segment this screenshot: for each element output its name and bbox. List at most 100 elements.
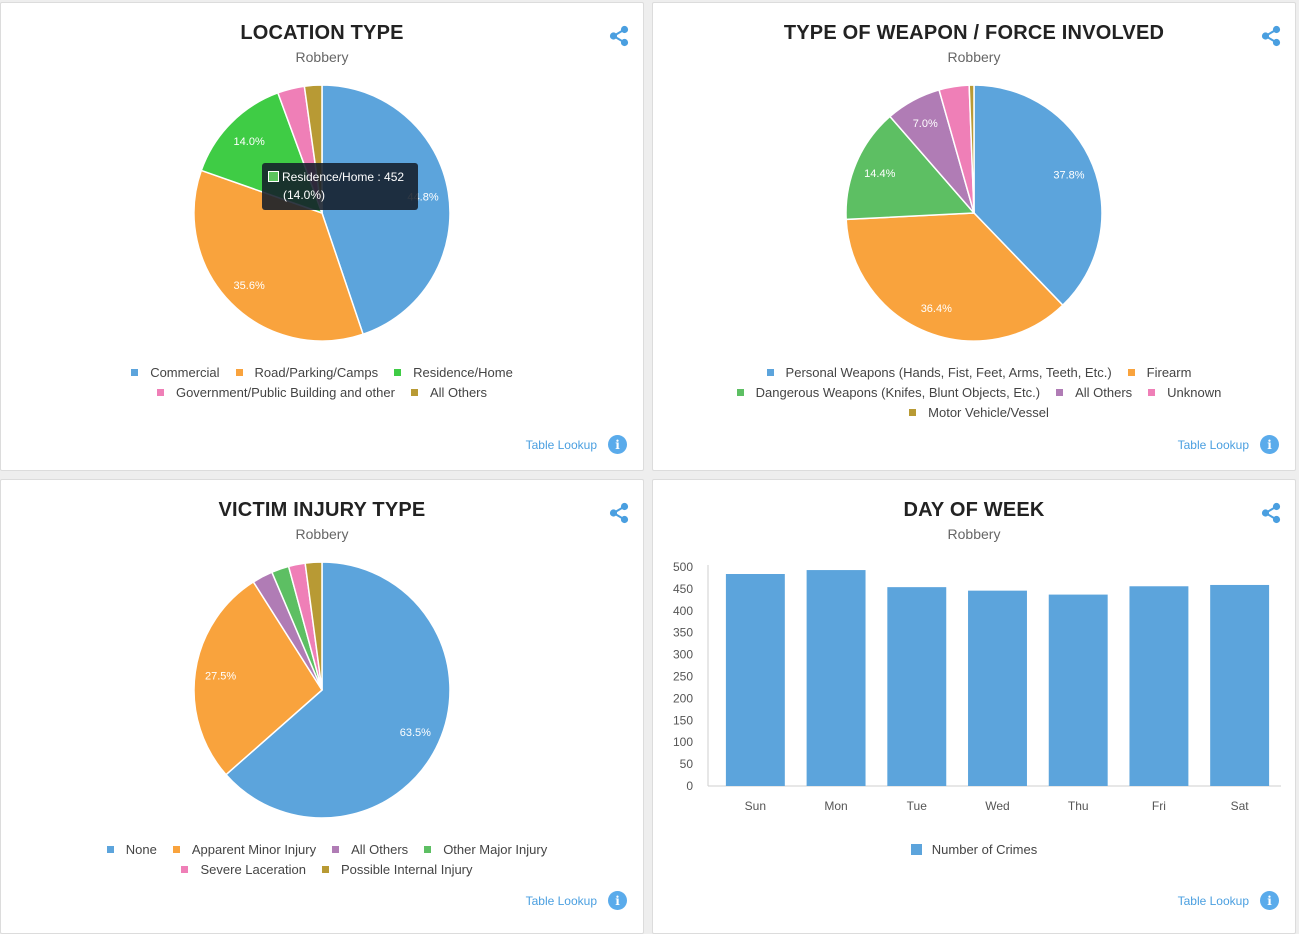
share-icon[interactable] xyxy=(609,25,629,47)
panel-title: VICTIM INJURY TYPE xyxy=(218,499,426,521)
pie-slice-dangerous-weapons-knifes-blunt-objects-etc[interactable] xyxy=(845,115,976,221)
legend-swatch xyxy=(181,866,189,873)
pie-slice-none[interactable] xyxy=(224,561,451,819)
info-icon[interactable]: i xyxy=(608,891,627,910)
x-tick-label: Thu xyxy=(1068,799,1089,813)
legend-item-road-parking-camps[interactable]: Road/Parking/Camps xyxy=(235,365,379,380)
bar-wed[interactable] xyxy=(968,590,1027,786)
share-icon[interactable] xyxy=(1261,25,1281,47)
legend-item-all-others[interactable]: All Others xyxy=(332,842,408,857)
legend-label: Possible Internal Injury xyxy=(341,862,473,877)
legend-item-severe-laceration[interactable]: Severe Laceration xyxy=(181,862,306,877)
x-tick-label: Mon xyxy=(824,799,847,813)
legend-item-all-others[interactable]: All Others xyxy=(1056,385,1132,400)
day-of-week-panel: DAY OF WEEK Robbery 0 50 100 150 200 250 300 35… xyxy=(652,479,1296,934)
share-icon[interactable] xyxy=(609,502,629,524)
legend-item-motor-vehicle-vessel[interactable]: Motor Vehicle/Vessel xyxy=(909,405,1049,420)
pie-slice-possible-internal-injury[interactable] xyxy=(304,561,323,691)
bar-fri[interactable] xyxy=(1129,586,1189,786)
pie-data-label: 37.8% xyxy=(1053,170,1084,182)
legend-item-firearm[interactable]: Firearm xyxy=(1127,365,1191,380)
table-lookup-label: Table Lookup xyxy=(525,893,597,908)
panel-subtitle: Robbery xyxy=(947,49,1001,65)
legend-swatch xyxy=(1056,389,1064,396)
legend-label: Commercial xyxy=(150,365,220,380)
tooltip-pct: (14.0%) xyxy=(283,188,326,202)
pie-data-label: 27.5% xyxy=(205,671,236,683)
weapon-type-panel: TYPE OF WEAPON / FORCE INVOLVED Robbery … xyxy=(652,2,1296,471)
legend-label: Road/Parking/Camps xyxy=(254,365,379,380)
weapon-type-pie: 37.8% 36.4% 14.4% 7.0% xyxy=(845,84,1103,342)
share-icon[interactable] xyxy=(1261,502,1281,524)
y-tick-label: 300 xyxy=(673,648,693,662)
legend-swatch xyxy=(332,846,340,853)
legend-item-residence-home[interactable]: Residence/Home xyxy=(394,365,513,380)
x-tick-label: Fri xyxy=(1152,799,1166,813)
legend-item-personal-weapons-hands-fist-feet-arms-teeth-etc[interactable]: Personal Weapons (Hands, Fist, Feet, Arm… xyxy=(766,365,1112,380)
legend-item-apparent-minor-injury[interactable]: Apparent Minor Injury xyxy=(172,842,317,857)
panel-subtitle: Robbery xyxy=(947,526,1001,542)
victim-injury-panel: VICTIM INJURY TYPE Robbery 63.5% 27.5% No… xyxy=(0,479,644,934)
bar-tue[interactable] xyxy=(887,587,947,786)
y-tick-label: 0 xyxy=(686,779,693,793)
pie-data-label: 7.0% xyxy=(913,118,938,130)
legend-item-unknown[interactable]: Unknown xyxy=(1148,385,1221,400)
y-tick-label: 50 xyxy=(680,757,694,771)
legend-swatch xyxy=(235,369,243,376)
legend-item-other-major-injury[interactable]: Other Major Injury xyxy=(424,842,547,857)
legend-swatch xyxy=(424,846,432,853)
info-icon[interactable]: i xyxy=(1260,891,1279,910)
legend-swatch xyxy=(1127,369,1135,376)
legend-item-government-public-building-and-other[interactable]: Government/Public Building and other xyxy=(156,385,395,400)
legend-label: Dangerous Weapons (Knifes, Blunt Objects… xyxy=(755,385,1041,400)
legend-swatch xyxy=(106,846,114,853)
legend-swatch xyxy=(172,846,180,853)
table-lookup-button[interactable]: Table Lookup i xyxy=(526,891,627,910)
bar-legend-swatch xyxy=(910,844,922,855)
bar-thu[interactable] xyxy=(1048,594,1108,786)
legend-item-dangerous-weapons-knifes-blunt-objects-etc[interactable]: Dangerous Weapons (Knifes, Blunt Objects… xyxy=(736,385,1041,400)
legend-item-none[interactable]: None xyxy=(106,842,157,857)
panel-title: TYPE OF WEAPON / FORCE INVOLVED xyxy=(783,22,1165,44)
info-icon[interactable]: i xyxy=(608,435,627,454)
x-tick-label: Tue xyxy=(907,799,928,813)
table-lookup-button[interactable]: Table Lookup i xyxy=(526,435,627,454)
y-tick-label: 400 xyxy=(673,604,693,618)
bar-legend-label: Number of Crimes xyxy=(931,842,1038,857)
table-lookup-label: Table Lookup xyxy=(1177,437,1249,452)
bar-sun[interactable] xyxy=(725,574,785,786)
legend-label: Motor Vehicle/Vessel xyxy=(928,405,1049,420)
bar-sat[interactable] xyxy=(1210,584,1270,786)
table-lookup-button[interactable]: Table Lookup i xyxy=(1178,435,1279,454)
pie-slice-apparent-minor-injury[interactable] xyxy=(193,580,323,776)
table-lookup-label: Table Lookup xyxy=(1177,893,1249,908)
pie-slice-personal-weapons-hands-fist-feet-arms-teeth-etc[interactable] xyxy=(973,84,1103,307)
pie-data-label: 14.0% xyxy=(234,136,265,148)
legend-item-all-others[interactable]: All Others xyxy=(410,385,487,400)
pie-data-label: 35.6% xyxy=(234,280,265,292)
location-type-legend: Commercial Road/Parking/Camps Residence/Ho… xyxy=(121,365,523,400)
legend-label: Severe Laceration xyxy=(200,862,306,877)
legend-swatch xyxy=(410,389,418,396)
legend-swatch xyxy=(1148,389,1156,396)
legend-label: Apparent Minor Injury xyxy=(191,842,317,857)
legend-item-commercial[interactable]: Commercial xyxy=(131,365,220,380)
y-tick-label: 250 xyxy=(673,670,693,684)
legend-label: Other Major Injury xyxy=(443,842,548,857)
pie-slice-motor-vehicle-vessel[interactable] xyxy=(968,84,975,214)
panel-subtitle: Robbery xyxy=(295,49,349,65)
legend-item-possible-internal-injury[interactable]: Possible Internal Injury xyxy=(322,862,473,877)
legend-label: Personal Weapons (Hands, Fist, Feet, Arm… xyxy=(785,365,1112,380)
pie-slice-firearm[interactable] xyxy=(845,212,1064,342)
tooltip-swatch xyxy=(268,171,279,182)
legend-swatch xyxy=(131,369,139,376)
table-lookup-button[interactable]: Table Lookup i xyxy=(1178,891,1279,910)
legend-swatch xyxy=(394,369,402,376)
pie-data-label: 36.4% xyxy=(921,303,952,315)
tooltip-label: Residence/Home : 452 xyxy=(282,170,405,184)
legend-label: Government/Public Building and other xyxy=(175,385,395,400)
bar-legend-item[interactable]: Number of Crimes xyxy=(653,842,1295,857)
info-icon[interactable]: i xyxy=(1260,435,1279,454)
legend-label: Residence/Home xyxy=(413,365,513,380)
bar-mon[interactable] xyxy=(806,570,866,786)
